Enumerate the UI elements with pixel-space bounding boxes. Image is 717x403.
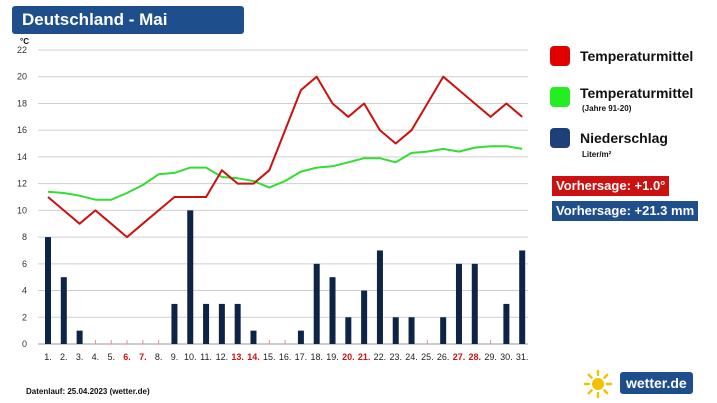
y-tick-label: 20 [17,72,27,82]
legend-norm-label: Temperaturmittel [580,85,694,101]
x-tick-label: 3. [76,352,84,362]
legend-precip-label: Niederschlag [580,130,668,146]
y-tick-label: 14 [17,152,27,162]
x-tick-label: 15. [263,352,276,362]
line-series [47,75,523,239]
legend-precip-swatch [550,128,570,148]
y-tick-label: 2 [22,312,27,322]
legend-norm-swatch [550,87,570,107]
x-tick-label: 5. [107,352,115,362]
precip-bar [313,263,320,344]
x-tick-label: 17. [295,352,308,362]
y-tick-label: 22 [17,45,27,55]
precip-bar [297,330,304,344]
x-tick-label: 19. [326,352,339,362]
x-tick-label: 14. [247,352,260,362]
sun-icon [584,370,613,398]
x-tick-label: 29. [484,352,497,362]
legend-temp-label: Temperaturmittel [580,48,694,64]
x-tick-label: 21. [358,352,371,362]
x-tick-label: 26. [437,352,450,362]
precip-bar [455,263,462,344]
x-tick-label: 22. [374,352,387,362]
precip-bar [329,277,336,344]
precip-bar [376,250,383,344]
precip-bar [45,237,51,344]
precip-bar [187,210,194,344]
precip-bar [76,330,83,344]
y-tick-label: 6 [22,259,27,269]
precip-bar [60,277,67,344]
chart-title: Deutschland - Mai [12,6,244,34]
data-run-footer: Datenlauf: 25.04.2023 (wetter.de) [26,387,150,396]
wetter-logo[interactable]: wetter.de [584,370,704,398]
x-tick-label: 11. [200,352,212,362]
legend-precip-sub: Liter/m² [582,150,612,159]
x-tick-label: 12. [216,352,229,362]
y-tick-label: 10 [17,205,27,215]
x-tick-label: 30. [500,352,513,362]
x-tick-label: 20. [342,352,355,362]
y-tick-label: 4 [22,286,27,296]
x-tick-label: 28. [469,352,482,362]
precip-bar [171,303,178,344]
precip-bar [440,317,447,344]
x-tick-label: 6. [123,352,131,362]
x-tick-label: 16. [279,352,292,362]
y-tick-label: 18 [17,98,27,108]
x-tick-label: 10. [184,352,197,362]
precip-bar [408,317,415,344]
precip-bar [234,303,241,344]
x-tick-label: 8. [155,352,163,362]
x-tick-label: 2. [60,352,68,362]
precip-bar [361,290,368,344]
x-tick-label: 31. [516,352,529,362]
precip-bar [345,317,352,344]
legend-norm-sub: (Jahre 91-20) [582,104,632,113]
x-tick-label: 25. [421,352,434,362]
y-tick-label: 0 [22,339,27,349]
y-unit-label: °C [20,37,29,46]
x-tick-label: 18. [310,352,323,362]
precip-bar [392,317,399,344]
precip-bar [250,330,257,344]
precip-bar [503,303,510,344]
precip-bar [203,303,210,344]
logo-text: wetter.de [620,372,693,394]
forecast-precip-badge: Vorhersage: +21.3 mm [552,201,699,221]
y-tick-label: 16 [17,125,27,135]
x-tick-label: 4. [92,352,100,362]
x-tick-label: 9. [171,352,179,362]
weather-chart: °C 0 2 4 6 8 10 12 14 16 18 20 22 1. 2. 3. 4. 5. 6. 7. 8. 9. 1… [17,37,529,362]
x-tick-label: 13. [231,352,244,362]
x-tick-label: 27. [453,352,466,362]
precip-bar [519,250,526,344]
forecast-temp-badge: Vorhersage: +1.0° [552,176,670,196]
legend-temp-swatch [550,46,570,66]
x-tick-label: 7. [139,352,147,362]
y-tick-label: 12 [17,179,27,189]
precip-bar [471,263,478,344]
precip-bar [218,303,225,344]
line-series [47,145,523,201]
x-tick-label: 24. [405,352,418,362]
y-tick-label: 8 [22,232,27,242]
x-tick-label: 23. [389,352,402,362]
x-tick-label: 1. [44,352,52,362]
